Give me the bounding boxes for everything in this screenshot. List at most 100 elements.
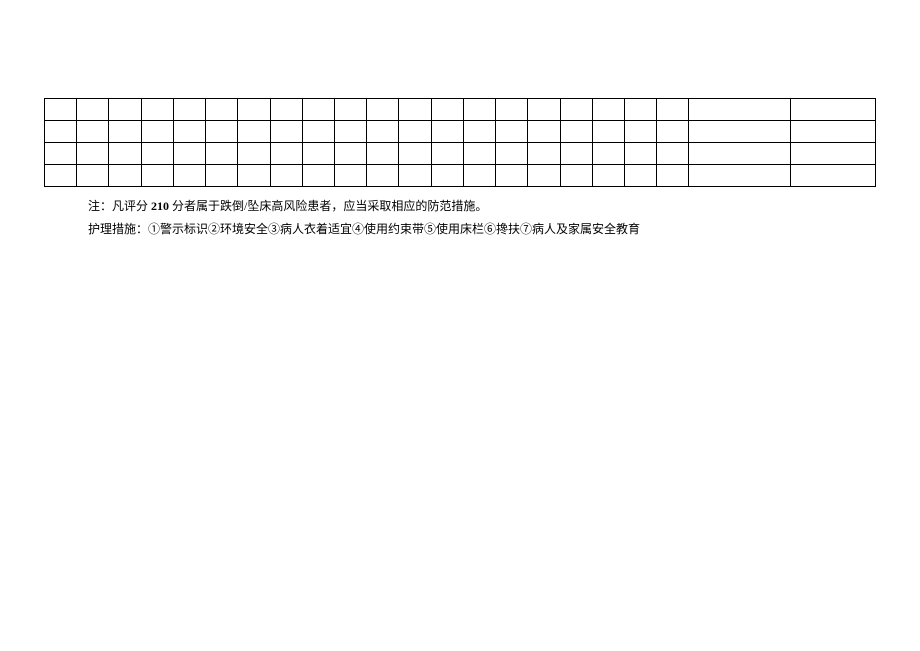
cell	[238, 121, 270, 143]
cell	[399, 143, 431, 165]
cell	[560, 165, 592, 187]
cell	[45, 165, 77, 187]
cell	[399, 165, 431, 187]
table-row	[45, 165, 876, 187]
cell	[367, 165, 399, 187]
note-prefix: 注：凡评分	[88, 199, 151, 213]
table-row	[45, 121, 876, 143]
cell-wide	[791, 99, 876, 121]
cell	[302, 99, 334, 121]
note-score: 210	[151, 199, 169, 213]
cell	[657, 165, 689, 187]
cell-wide	[791, 121, 876, 143]
cell	[463, 99, 495, 121]
cell-wide	[791, 143, 876, 165]
cell	[624, 99, 656, 121]
cell	[624, 143, 656, 165]
cell	[624, 165, 656, 187]
cell	[109, 143, 141, 165]
cell	[109, 121, 141, 143]
cell	[592, 143, 624, 165]
cell	[528, 121, 560, 143]
cell	[45, 121, 77, 143]
cell	[431, 165, 463, 187]
cell	[592, 99, 624, 121]
cell	[77, 99, 109, 121]
cell	[399, 99, 431, 121]
cell	[431, 121, 463, 143]
page-container: 注：凡评分 210 分者属于跌倒/坠床高风险患者，应当采取相应的防范措施。 护理…	[0, 0, 920, 241]
cell	[528, 99, 560, 121]
cell	[206, 99, 238, 121]
cell	[367, 143, 399, 165]
cell	[77, 121, 109, 143]
cell	[463, 143, 495, 165]
cell	[592, 165, 624, 187]
cell	[657, 121, 689, 143]
cell	[173, 121, 205, 143]
cell	[238, 143, 270, 165]
cell	[141, 121, 173, 143]
cell-wide	[689, 121, 791, 143]
cell	[334, 121, 366, 143]
cell	[496, 165, 528, 187]
cell-wide	[689, 165, 791, 187]
cell	[270, 99, 302, 121]
cell	[334, 143, 366, 165]
notes-block: 注：凡评分 210 分者属于跌倒/坠床高风险患者，应当采取相应的防范措施。 护理…	[44, 195, 876, 241]
cell	[302, 121, 334, 143]
cell-wide	[689, 99, 791, 121]
table-row	[45, 99, 876, 121]
cell	[77, 143, 109, 165]
cell	[206, 121, 238, 143]
cell	[270, 121, 302, 143]
cell	[45, 143, 77, 165]
cell	[109, 165, 141, 187]
cell	[141, 143, 173, 165]
cell	[141, 165, 173, 187]
cell	[496, 99, 528, 121]
cell	[109, 99, 141, 121]
note-suffix: 分者属于跌倒/坠床高风险患者，应当采取相应的防范措施。	[169, 199, 487, 213]
table-row	[45, 143, 876, 165]
cell	[334, 165, 366, 187]
cell-wide	[689, 143, 791, 165]
cell	[141, 99, 173, 121]
cell	[206, 165, 238, 187]
cell	[238, 99, 270, 121]
cell	[270, 143, 302, 165]
cell-wide	[791, 165, 876, 187]
cell	[431, 143, 463, 165]
cell	[173, 99, 205, 121]
assessment-grid-table	[44, 98, 876, 187]
cell	[496, 121, 528, 143]
cell	[560, 99, 592, 121]
cell	[206, 143, 238, 165]
cell	[302, 165, 334, 187]
cell	[560, 143, 592, 165]
cell	[657, 99, 689, 121]
cell	[431, 99, 463, 121]
cell	[238, 165, 270, 187]
note-line-1: 注：凡评分 210 分者属于跌倒/坠床高风险患者，应当采取相应的防范措施。	[88, 195, 876, 218]
note-line-2: 护理措施：①警示标识②环境安全③病人衣着适宜④使用约束带⑤使用床栏⑥搀扶⑦病人及…	[88, 218, 876, 241]
cell	[528, 165, 560, 187]
cell	[399, 121, 431, 143]
cell	[302, 143, 334, 165]
cell	[624, 121, 656, 143]
cell	[528, 143, 560, 165]
cell	[496, 143, 528, 165]
cell	[463, 121, 495, 143]
cell	[270, 165, 302, 187]
cell	[334, 99, 366, 121]
cell	[592, 121, 624, 143]
cell	[657, 143, 689, 165]
cell	[173, 143, 205, 165]
cell	[560, 121, 592, 143]
cell	[367, 121, 399, 143]
table-body	[45, 99, 876, 187]
cell	[77, 165, 109, 187]
cell	[173, 165, 205, 187]
cell	[367, 99, 399, 121]
cell	[45, 99, 77, 121]
